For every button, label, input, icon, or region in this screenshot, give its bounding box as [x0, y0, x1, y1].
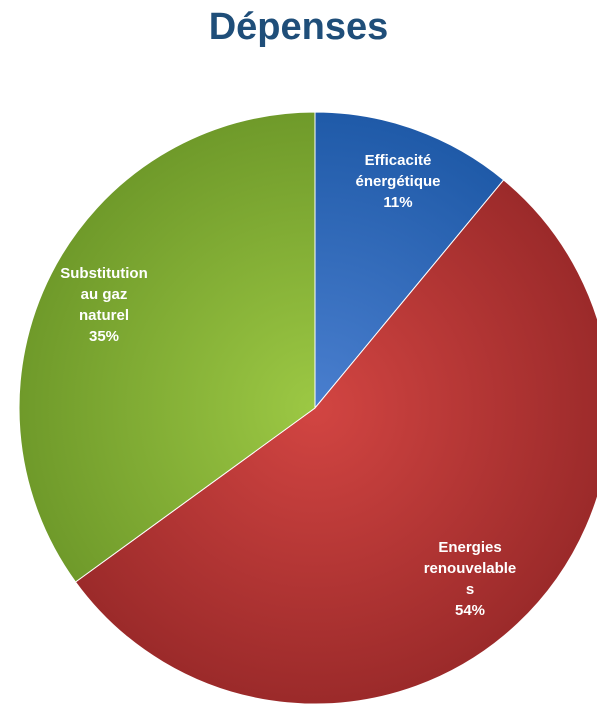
- slice-label-line: énergétique: [355, 173, 440, 190]
- slice-label-line: Energies: [438, 539, 501, 556]
- slice-label-substitution: Substitution au gaz naturel 35%: [60, 265, 147, 345]
- chart-title: Dépenses: [208, 6, 389, 48]
- slice-label-line: Efficacité: [365, 152, 432, 169]
- slice-label-line: s: [466, 581, 474, 598]
- pie-slices: [18, 111, 597, 704]
- pie-labels: Efficacité énergétique 11% Energies renouvel…: [60, 152, 516, 619]
- slice-label-line: Substitution: [60, 265, 147, 282]
- slice-label-line: au gaz: [81, 286, 128, 303]
- slice-percent-substitution: 35%: [89, 328, 119, 345]
- slice-label-line: renouvelable: [424, 560, 517, 577]
- pie-slice-substitution: [18, 111, 316, 583]
- pie-slice-efficacite: [314, 111, 505, 410]
- slice-label-energies: Energies renouvelable s 54%: [424, 539, 517, 619]
- slice-percent-efficacite: 11%: [383, 194, 412, 211]
- pie-slice-energies: [74, 179, 597, 704]
- slice-label-line: naturel: [79, 307, 129, 324]
- slice-percent-energies: 54%: [455, 602, 485, 619]
- slice-label-efficacite: Efficacité énergétique 11%: [355, 152, 440, 211]
